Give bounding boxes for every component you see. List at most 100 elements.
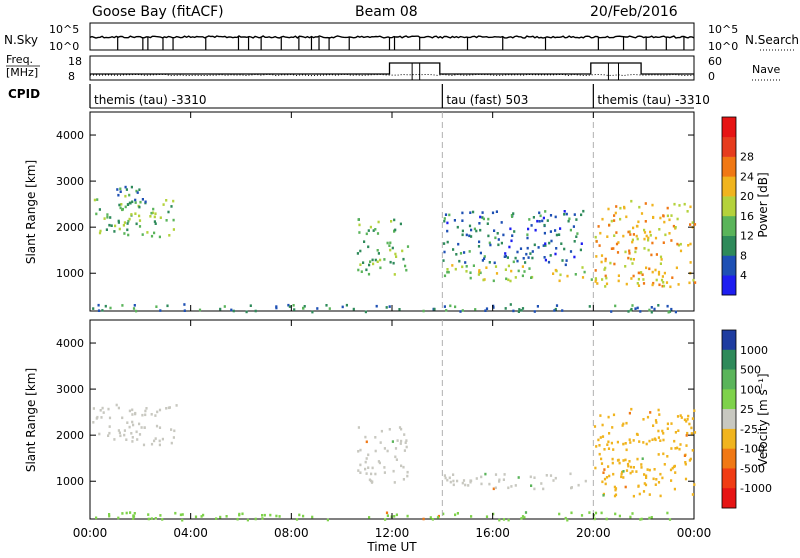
velocity-cell <box>394 447 398 450</box>
velocity-cell <box>684 461 687 464</box>
power-cell <box>692 278 695 282</box>
velocity-cell <box>680 416 683 419</box>
velocity-cell <box>671 466 674 470</box>
velocity-cell <box>357 426 360 429</box>
power-cell <box>154 212 157 215</box>
velocity-cell <box>117 516 120 520</box>
power-cell <box>288 305 291 308</box>
power-cell <box>665 281 669 284</box>
power-cell <box>564 263 567 267</box>
power-cell <box>581 276 585 279</box>
velocity-cell <box>159 514 162 517</box>
power-cell <box>669 285 672 289</box>
power-cell <box>636 225 639 228</box>
power-cell <box>249 304 252 307</box>
velocity-cell <box>643 473 646 476</box>
velocity-cell <box>676 446 679 450</box>
colorbar-swatch <box>722 156 736 177</box>
velocity-cell <box>470 515 473 518</box>
velocity-cell <box>624 442 627 445</box>
power-cell <box>153 215 156 219</box>
colorbar-tick-label: 100 <box>740 383 761 396</box>
velocity-cell <box>492 487 495 491</box>
cpid-segment-label: themis (tau) -3310 <box>597 93 710 107</box>
power-cell <box>676 217 679 221</box>
power-cell <box>402 257 405 261</box>
power-cell <box>167 210 170 214</box>
velocity-cell <box>384 518 387 521</box>
power-cell <box>183 303 186 306</box>
power-cell <box>98 208 101 211</box>
power-cell <box>542 244 545 247</box>
power-cell <box>139 200 142 204</box>
velocity-cell <box>431 518 434 521</box>
velocity-cell <box>670 447 673 450</box>
velocity-cell <box>173 429 176 433</box>
velocity-cell <box>625 421 628 425</box>
power-cell <box>555 233 558 237</box>
power-cell <box>630 199 633 203</box>
power-cell <box>554 268 557 272</box>
power-cell <box>455 253 458 256</box>
power-cell <box>609 261 612 265</box>
velocity-cell <box>605 517 608 521</box>
power-cell <box>454 305 457 309</box>
power-cell <box>607 207 610 211</box>
power-cell <box>659 262 662 265</box>
power-cell <box>629 257 633 261</box>
velocity-cell <box>452 479 455 483</box>
power-cell <box>172 228 175 231</box>
power-cell <box>454 267 457 271</box>
power-cell <box>630 307 633 311</box>
velocity-cell <box>219 515 222 519</box>
power-cell <box>470 228 473 232</box>
power-cell <box>465 233 468 237</box>
power-cell <box>544 242 547 245</box>
power-cell <box>121 207 124 211</box>
colorbar-tick-label: -25 <box>740 423 758 436</box>
power-cell <box>159 216 162 219</box>
power-cell <box>691 221 694 224</box>
velocity-cell <box>96 415 99 419</box>
velocity-cell <box>153 439 156 443</box>
power-cell <box>151 211 155 215</box>
cpid-segment-label: tau (fast) 503 <box>446 93 528 107</box>
velocity-cell <box>156 410 159 414</box>
velocity-cell <box>405 445 408 449</box>
colorbar-swatch <box>722 468 736 489</box>
power-cell <box>573 213 576 216</box>
power-cell <box>655 278 658 282</box>
power-cell <box>138 219 142 222</box>
power-cell <box>659 255 663 259</box>
power-cell <box>561 259 564 262</box>
velocity-cell <box>374 436 377 439</box>
power-cell <box>109 216 112 219</box>
velocity-cell <box>135 430 138 434</box>
power-cell <box>548 241 551 245</box>
velocity-cell <box>488 482 491 486</box>
power-cell <box>634 247 637 250</box>
velocity-cell <box>657 429 660 433</box>
power-cell <box>105 228 108 231</box>
velocity-y-ticks: 1000 2000 3000 4000 <box>56 337 694 488</box>
velocity-cell <box>108 416 112 420</box>
power-cell <box>500 241 503 245</box>
power-cell <box>389 241 392 245</box>
velocity-cell <box>674 447 677 450</box>
power-cell <box>446 221 449 225</box>
power-cell <box>399 222 402 226</box>
power-cell <box>550 239 553 243</box>
velocity-cell <box>632 439 635 442</box>
velocity-cell <box>147 517 150 521</box>
power-cell <box>168 234 171 237</box>
velocity-cell <box>461 481 464 485</box>
power-cell <box>101 309 104 312</box>
freq-line <box>90 62 694 75</box>
velocity-cell <box>367 453 370 457</box>
power-cell <box>528 267 531 270</box>
power-cell <box>574 273 577 276</box>
power-cell <box>479 228 482 232</box>
velocity-cell <box>651 438 654 441</box>
power-cell <box>118 203 121 207</box>
station-title: Goose Bay (fitACF) <box>92 4 224 20</box>
